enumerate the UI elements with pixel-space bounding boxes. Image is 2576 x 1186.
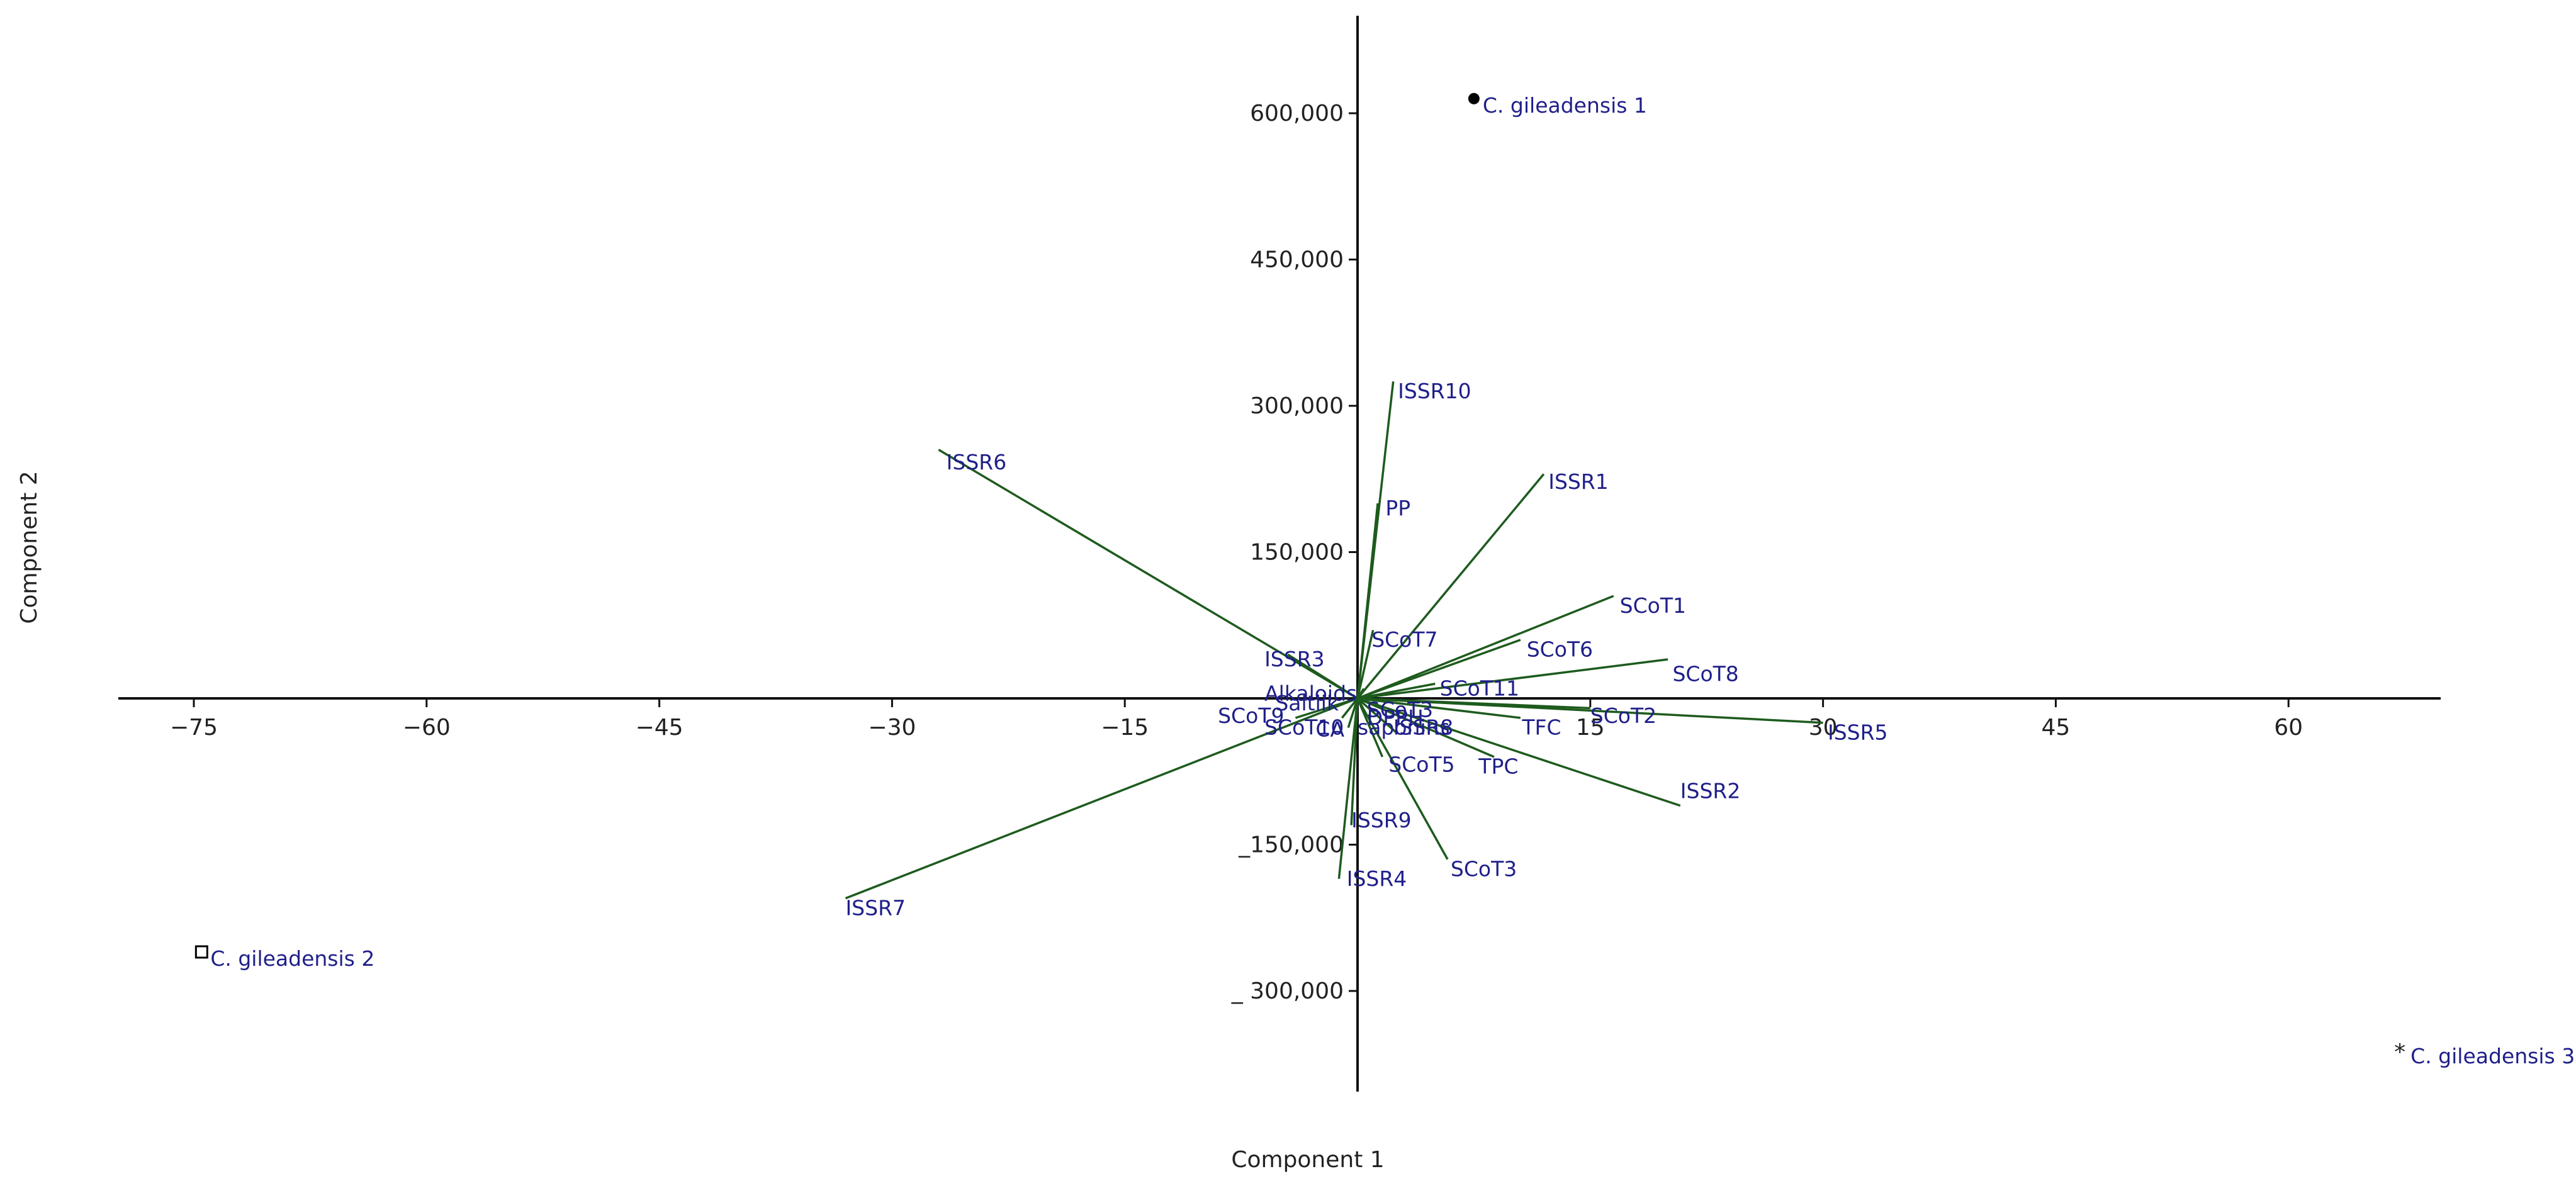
vector-label-alkaloids: Alkaloids	[1264, 681, 1357, 705]
vector-issr6	[938, 449, 1358, 700]
sample-point-label: C. gileadensis 1	[1483, 93, 1647, 118]
x-tick-label: 15	[1576, 715, 1605, 741]
vector-scot11	[1357, 683, 1436, 700]
x-tick-label: −45	[636, 715, 683, 741]
vector-issr4	[1337, 698, 1359, 879]
vector-label-ca: CA	[1315, 717, 1344, 742]
vector-label-scot9: SCoT9	[1218, 703, 1284, 728]
y-tick-label: 300,000	[1250, 393, 1344, 419]
vector-pp	[1356, 503, 1379, 699]
vector-ca	[1341, 697, 1359, 719]
vector-label-scot2: SCoT2	[1590, 703, 1656, 728]
vector-label-issr9: ISSR9	[1351, 808, 1412, 832]
vector-label-scot1: SCoT1	[1620, 593, 1686, 618]
vector-scot6	[1357, 639, 1521, 700]
vector-label-scot11: SCoT11	[1440, 676, 1519, 701]
y-tick-label: _ 300,000	[1231, 978, 1344, 1004]
vector-label-issr10: ISSR10	[1398, 379, 1471, 403]
loading-vectors	[845, 381, 1823, 900]
vector-issr2	[1357, 697, 1681, 807]
cluster-label: DPPH	[1367, 705, 1424, 730]
sample-points: C. gileadensis 1 C. gileadensis 2 * C. gile…	[194, 92, 2575, 1068]
x-tick-label: 45	[2041, 715, 2070, 741]
vector-saponins	[1356, 697, 1397, 734]
axes	[118, 16, 2441, 1092]
vector-scot8	[1357, 658, 1668, 700]
vector-label-scot8: SCoT8	[1672, 661, 1738, 686]
vector-label-scot6: SCoT6	[1527, 637, 1593, 662]
vector-label-scot7: SCoT7	[1371, 627, 1437, 652]
vector-label-issr3: ISSR3	[1264, 647, 1325, 671]
vector-label-issr6: ISSR6	[947, 450, 1007, 474]
vector-tfc	[1357, 697, 1521, 719]
vector-scot3	[1356, 698, 1449, 860]
vector-issr7	[845, 697, 1358, 900]
vector-issr3	[1287, 653, 1358, 700]
sample-point-marker: *	[2394, 1039, 2405, 1065]
x-tick-label: −30	[868, 715, 916, 741]
y-tick-label: 600,000	[1250, 101, 1344, 126]
vector-issr9	[1350, 698, 1359, 825]
vector-label-saponins: saponins	[1358, 715, 1450, 740]
vector-label-tfc: TFC	[1521, 715, 1561, 740]
vector-label-issr5: ISSR5	[1828, 720, 1888, 744]
vector-issr1	[1356, 473, 1545, 700]
vector-issr5	[1357, 697, 1823, 724]
vector-label-issr7: ISSR7	[845, 895, 906, 920]
sample-point-marker	[1468, 92, 1480, 104]
vector-label-pp: PP	[1385, 496, 1410, 520]
vector-scot7	[1356, 630, 1375, 699]
cluster-label: ISSR8	[1393, 715, 1454, 740]
sample-point-label: C. gileadensis 3	[2410, 1044, 2575, 1068]
vector-alkaloids	[1356, 688, 1365, 699]
cluster-label: SCoT3	[1367, 698, 1433, 722]
x-tick-label: −15	[1101, 715, 1149, 741]
y-axis-title: Component 2	[16, 471, 42, 624]
vector-label-scot5: SCoT5	[1388, 752, 1454, 776]
vector-tpc	[1357, 697, 1495, 758]
x-tick-label: 60	[2274, 715, 2303, 741]
cluster-label: Saltlik	[1275, 691, 1339, 715]
vector-label-issr4: ISSR4	[1347, 866, 1407, 891]
vector-label-scot3: SCoT3	[1451, 856, 1517, 881]
y-tick-label: _150,000	[1238, 832, 1344, 858]
x-tick-label: −60	[403, 715, 451, 741]
y-tick-label: 450,000	[1250, 247, 1344, 273]
x-tick-label: −75	[170, 715, 218, 741]
vector-scot1	[1357, 595, 1614, 700]
sample-point-marker	[194, 945, 208, 959]
vector-scot5	[1356, 698, 1384, 758]
loading-labels: ISSR10 ISSR6 PP ISSR1 SCoT1 SCoT7 SCoT6 ISSR3 SC…	[845, 379, 1887, 920]
x-axis-title: Component 1	[1231, 1147, 1384, 1173]
x-tick-label: 30	[1809, 715, 1838, 741]
ticks: −75 −60 −45 −30 −15 15 30 45 60 600,000 450,000 300…	[170, 101, 2303, 1004]
vector-label-scot10: SCoT10	[1264, 715, 1344, 740]
y-tick-label: 150,000	[1250, 540, 1344, 566]
sample-point-label: C. gileadensis 2	[210, 946, 374, 971]
vector-label-tpc: TPC	[1478, 754, 1518, 779]
vector-label-issr1: ISSR1	[1548, 469, 1609, 494]
vector-label-issr2: ISSR2	[1680, 778, 1741, 803]
